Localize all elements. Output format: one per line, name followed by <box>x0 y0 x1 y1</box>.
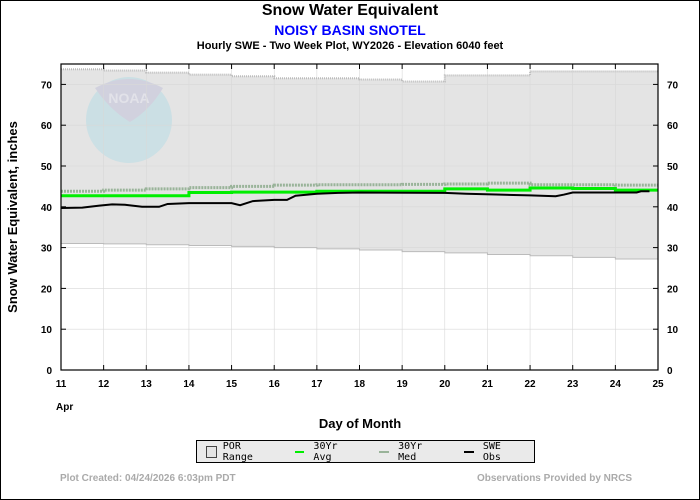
por-min-line <box>61 243 658 260</box>
y-tick-label-right: 50 <box>667 162 679 173</box>
plot-created: Plot Created: 04/24/2026 6:03pm PDT <box>60 473 236 484</box>
x-tick-label: 16 <box>269 379 281 390</box>
y-tick-label-right: 10 <box>667 325 679 336</box>
chart-description: Hourly SWE - Two Week Plot, WY2026 - Ele… <box>196 40 504 52</box>
y-tick-label-right: 0 <box>667 366 673 377</box>
legend-label: SWE Obs <box>482 440 501 463</box>
y-tick-label-right: 40 <box>667 203 679 214</box>
y-tick-label-right: 30 <box>667 244 679 255</box>
y-axis-label: Snow Water Equivalent, inches <box>5 121 20 313</box>
x-tick-label: 15 <box>226 379 238 390</box>
legend-item-swe-obs: SWE Obs <box>464 441 524 463</box>
y-tick-label: 40 <box>41 203 53 214</box>
legend: POR Range 30Yr Avg 30Yr Med SWE Obs <box>196 440 535 463</box>
por-max-line <box>61 68 658 83</box>
obs-swatch <box>464 450 474 453</box>
x-axis-label: Day of Month <box>319 416 401 431</box>
avg-line <box>61 186 658 198</box>
legend-item-30yr-avg: 30Yr Avg <box>294 440 361 463</box>
legend-item-30yr-med: 30Yr Med <box>379 441 445 463</box>
x-tick-label: 21 <box>482 379 494 390</box>
y-tick-label: 50 <box>41 162 53 173</box>
x-tick-label: 11 <box>56 379 67 390</box>
med-swatch <box>379 450 390 453</box>
x-tick-label: 24 <box>610 379 622 390</box>
legend-label: POR Range <box>222 440 253 463</box>
chart-title: Snow Water Equivalent <box>261 2 439 19</box>
por-swatch <box>206 445 217 458</box>
station-name: NOISY BASIN SNOTEL <box>274 22 426 38</box>
x-tick-label: 17 <box>311 379 323 390</box>
legend-label: 30Yr Avg <box>313 440 338 463</box>
legend-label: 30Yr Med <box>398 440 423 463</box>
svg-text:NOAA: NOAA <box>108 90 149 106</box>
legend-item-por-range: POR Range <box>206 441 276 463</box>
noaa-logo: NOAA <box>86 77 172 163</box>
y-tick-label: 30 <box>41 244 53 255</box>
x-tick-label: 12 <box>98 379 110 390</box>
y-tick-label-right: 60 <box>667 121 679 132</box>
x-tick-label: 23 <box>567 379 579 390</box>
y-tick-label: 10 <box>41 325 53 336</box>
x-tick-label: 19 <box>397 379 409 390</box>
y-tick-label-right: 20 <box>667 284 679 295</box>
y-tick-label: 0 <box>46 366 52 377</box>
y-tick-label: 60 <box>41 121 53 132</box>
x-tick-label: 25 <box>652 379 664 390</box>
x-tick-label: 22 <box>525 379 537 390</box>
x-tick-label: 18 <box>354 379 366 390</box>
swe-obs-line <box>60 190 650 210</box>
y-tick-label-right: 70 <box>667 80 679 91</box>
avg-swatch <box>294 450 305 453</box>
median-line <box>61 181 658 193</box>
x-tick-label: 14 <box>183 379 195 390</box>
x-tick-label: 13 <box>141 379 153 390</box>
y-tick-label: 70 <box>41 80 53 91</box>
y-tick-label: 20 <box>41 284 53 295</box>
x-tick-label: 20 <box>439 379 451 390</box>
credit: Observations Provided by NRCS <box>476 473 632 484</box>
x-axis-month: Apr <box>56 402 73 413</box>
